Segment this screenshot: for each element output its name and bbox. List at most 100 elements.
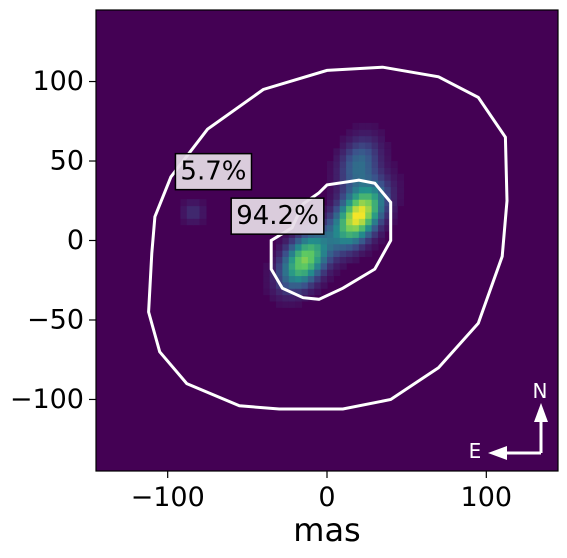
heatmap-cell [358, 122, 366, 130]
heatmap-cell [377, 211, 385, 219]
heatmap-cell [358, 237, 366, 245]
heatmap-cell [352, 250, 360, 257]
heatmap-cell [288, 250, 296, 257]
heatmap-cell [384, 192, 392, 200]
heatmap-cell [307, 237, 315, 245]
heatmap-cell [377, 192, 385, 200]
heatmap-cell [339, 161, 347, 168]
heatmap-cell [263, 269, 271, 277]
heatmap-cell [276, 237, 283, 245]
heatmap-cell [358, 154, 366, 162]
heatmap-cell [327, 205, 334, 213]
heatmap-cell [384, 161, 392, 168]
heatmap-cell [358, 173, 366, 181]
heatmap-cell [352, 230, 360, 238]
heatmap-cell [282, 237, 290, 245]
heatmap-cell [377, 218, 385, 226]
heatmap-cell [384, 186, 392, 194]
heatmap-cell [339, 224, 347, 232]
heatmap-cell [327, 275, 334, 283]
heatmap-cell [295, 294, 303, 302]
heatmap-cell [352, 154, 360, 162]
heatmap-cell [352, 186, 360, 194]
heatmap-cell [339, 192, 347, 200]
heatmap-cell [358, 250, 366, 257]
heatmap-cell [352, 148, 360, 156]
y-axis: 100 50 0 −50 −100 [10, 66, 96, 415]
heatmap-cell [288, 237, 296, 245]
heatmap-cell [365, 205, 373, 213]
heatmap-cell [269, 262, 277, 270]
heatmap-cell [352, 173, 360, 181]
heatmap-cell [371, 154, 379, 162]
heatmap-cell [390, 186, 398, 194]
heatmap-cell [314, 237, 322, 245]
heatmap-cell [346, 230, 354, 238]
heatmap-cell [339, 148, 347, 156]
heatmap-cell [301, 262, 309, 270]
heatmap-cell [307, 275, 315, 283]
heatmap-cell [371, 205, 379, 213]
heatmap-cell [377, 237, 385, 245]
x-tick-label: −100 [131, 482, 205, 513]
heatmap-cell [365, 192, 373, 200]
heatmap-cell [276, 256, 283, 264]
x-axis-title: mas [293, 511, 360, 549]
heatmap-cell [377, 173, 385, 181]
heatmap-cell [352, 237, 360, 245]
heatmap-cell [377, 161, 385, 168]
heatmap-cell [390, 173, 398, 181]
annotation-text: 94.2% [236, 201, 319, 231]
heatmap-cell [193, 199, 201, 207]
heatmap-cell [282, 281, 290, 289]
heatmap-cell [301, 288, 309, 296]
heatmap-cell [327, 186, 334, 194]
heatmap-cell [307, 250, 315, 257]
heatmap-cell [339, 154, 347, 162]
heatmap-cell [333, 262, 341, 270]
heatmap-cell [346, 154, 354, 162]
heatmap-cell [371, 122, 379, 130]
heatmap-cell [371, 186, 379, 194]
y-tick-label: −50 [27, 304, 84, 335]
heatmap-cell [327, 269, 334, 277]
heatmap-cell [365, 167, 373, 175]
heatmap-cell [339, 250, 347, 257]
north-arrow-head [534, 403, 548, 422]
heatmap-cell [346, 135, 354, 143]
heatmap-cell [358, 243, 366, 251]
heatmap-cell [301, 250, 309, 257]
heatmap-cell [371, 224, 379, 232]
heatmap-cell [320, 281, 328, 289]
heatmap-cell [397, 173, 405, 181]
annotation-text: 5.7% [180, 157, 246, 187]
heatmap-cell [352, 122, 360, 130]
heatmap-cell [333, 148, 341, 156]
heatmap-cell [371, 167, 379, 175]
heatmap-cell [365, 218, 373, 226]
heatmap-cell [333, 167, 341, 175]
heatmap-cell [384, 218, 392, 226]
heatmap-cell [333, 256, 341, 264]
contour-outer [147, 65, 509, 411]
heatmap-cell [339, 218, 347, 226]
y-tick-label: 100 [32, 66, 84, 97]
heatmap-cell [301, 237, 309, 245]
heatmap-cell [327, 173, 334, 181]
heatmap-cell [371, 243, 379, 251]
heatmap-cell [377, 141, 385, 149]
heatmap-cell [365, 250, 373, 257]
heatmap-cell [390, 218, 398, 226]
heatmap-cell [295, 281, 303, 289]
heatmap-cell [358, 211, 366, 219]
heatmap-cell [333, 230, 341, 238]
heatmap-cell [288, 262, 296, 270]
heatmap-cell [327, 199, 334, 207]
heatmap-cell [320, 250, 328, 257]
heatmap-cell [346, 243, 354, 251]
heatmap-cell [263, 288, 271, 296]
heatmap-cell [358, 186, 366, 194]
heatmap-cell [276, 300, 283, 308]
heatmap-cell [333, 173, 341, 181]
